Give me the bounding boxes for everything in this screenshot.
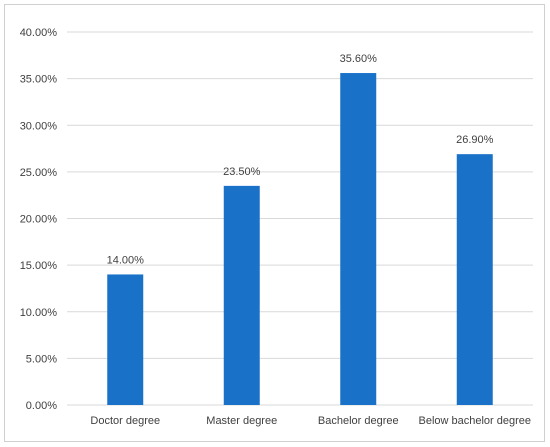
data-label: 14.00% (107, 254, 145, 266)
category-label: Doctor degree (90, 415, 160, 427)
data-label: 23.50% (223, 166, 261, 178)
bar (107, 274, 144, 405)
category-label: Master degree (206, 415, 277, 427)
y-tick-label: 15.00% (20, 260, 58, 272)
data-label: 26.90% (456, 134, 494, 146)
data-labels: 14.00% 23.50% 35.60% 26.90% (107, 53, 494, 266)
gridlines (67, 31, 533, 406)
y-tick-label: 30.00% (20, 120, 58, 132)
y-tick-label: 10.00% (20, 307, 58, 319)
bar (340, 73, 377, 405)
x-axis-categories: Doctor degree Master degree Bachelor degre… (90, 415, 531, 427)
bar (456, 154, 493, 405)
bars (107, 73, 493, 405)
y-tick-label: 35.00% (20, 74, 58, 86)
y-tick-label: 25.00% (20, 167, 58, 179)
y-tick-label: 0.00% (26, 400, 57, 412)
chart-frame (4, 4, 545, 442)
data-label: 35.60% (340, 53, 378, 65)
y-tick-label: 40.00% (20, 27, 58, 39)
category-label: Below bachelor degree (418, 415, 531, 427)
y-axis-ticks: 0.00% 5.00% 10.00% 15.00% 20.00% 25.00% 30.00%… (20, 27, 58, 412)
bar (223, 185, 260, 405)
category-label: Bachelor degree (318, 415, 399, 427)
y-tick-label: 20.00% (20, 214, 58, 226)
y-tick-label: 5.00% (26, 353, 57, 365)
